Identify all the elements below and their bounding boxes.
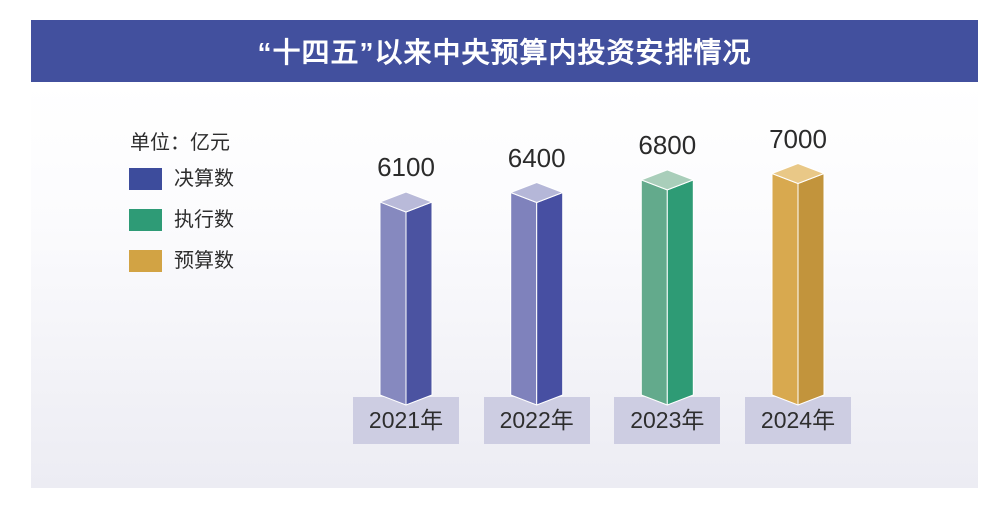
bar-top-face-2024年: [771, 163, 825, 185]
bar-top-face-2021年: [379, 191, 433, 213]
value-label-2024年: 7000: [769, 123, 827, 154]
chart-title: “十四五”以来中央预算内投资安排情况: [257, 37, 752, 68]
legend-swatch-budget: [129, 250, 162, 272]
value-label-2021年: 6100: [377, 152, 435, 182]
legend-item-final-accounts: 决算数: [129, 168, 234, 190]
bar-right-face-2021年: [405, 201, 433, 406]
legend-swatch-final-accounts: [129, 168, 162, 190]
bar-left-face-2023年: [640, 179, 668, 406]
title-banner: “十四五”以来中央预算内投资安排情况: [31, 20, 978, 82]
value-label-2022年: 6400: [507, 142, 566, 173]
bar-right-face-2024年: [797, 173, 825, 406]
bar-left-face-2024年: [771, 173, 799, 406]
bar-left-face-2022年: [510, 192, 538, 406]
bar-top-face-2022年: [510, 182, 564, 204]
legend-label-execution: 执行数: [174, 209, 234, 231]
legend-item-execution: 执行数: [129, 209, 234, 231]
value-label-2023年: 6800: [638, 129, 697, 160]
unit-label: 单位：亿元: [130, 132, 230, 154]
legend-label-budget: 预算数: [174, 250, 234, 272]
bar-left-face-2021年: [379, 201, 407, 406]
legend: 决算数 执行数 预算数: [129, 168, 234, 291]
legend-swatch-execution: [129, 209, 162, 231]
bar-right-face-2022年: [536, 192, 564, 406]
legend-label-final-accounts: 决算数: [174, 168, 234, 190]
bar-top-face-2023年: [640, 169, 694, 191]
bar-right-face-2023年: [666, 179, 694, 406]
legend-item-budget: 预算数: [129, 250, 234, 272]
